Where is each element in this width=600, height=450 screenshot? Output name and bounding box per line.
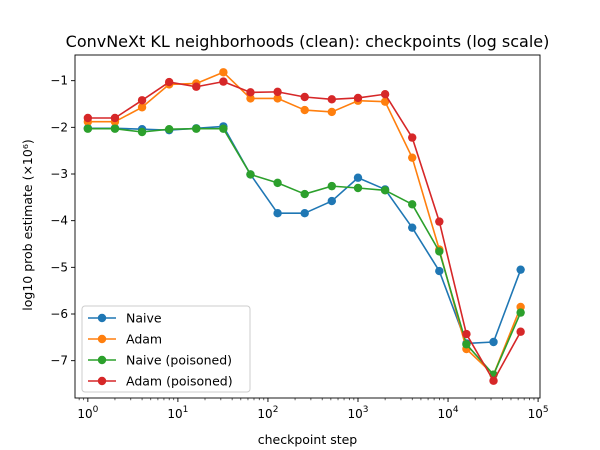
legend-swatch-marker	[97, 355, 107, 365]
data-point-naive-poisoned	[516, 308, 525, 317]
data-point-naive-poisoned	[353, 183, 363, 193]
legend-label: Naive (poisoned)	[126, 353, 232, 368]
data-point-adam-poisoned	[435, 217, 444, 226]
data-point-adam-poisoned	[246, 88, 255, 97]
data-point-adam-poisoned	[219, 77, 228, 86]
data-point-adam-poisoned	[489, 376, 498, 385]
data-point-naive-poisoned	[327, 181, 337, 191]
legend-label: Adam	[126, 332, 162, 347]
data-point-adam-poisoned	[164, 77, 174, 87]
data-point-naive-poisoned	[300, 189, 309, 199]
y-tick-label: −7	[50, 354, 68, 368]
data-point-adam-poisoned	[408, 133, 417, 142]
y-tick-label: −5	[50, 260, 68, 274]
x-tick-label: 100	[77, 405, 98, 421]
y-tick-label: −2	[50, 120, 68, 134]
legend-item-naive-poisoned: Naive (poisoned)	[88, 353, 232, 368]
data-point-adam	[219, 68, 228, 77]
plot-area: 100 101 102 103 104 105 −1 −2 −3 −4 −5 −6 −7	[50, 54, 549, 421]
legend-swatch-marker	[97, 376, 107, 386]
legend-item-adam-poisoned: Adam (poisoned)	[88, 374, 233, 389]
series-naive-poisoned	[83, 124, 525, 379]
data-point-naive	[435, 266, 444, 276]
y-tick-label: −4	[50, 214, 68, 228]
data-point-adam	[137, 103, 147, 112]
legend-box	[81, 305, 251, 393]
data-point-adam	[273, 94, 282, 103]
data-point-naive-poisoned	[164, 125, 174, 134]
data-point-adam-poisoned	[462, 329, 471, 339]
series-adam-poisoned	[83, 77, 525, 385]
x-axis-label: checkpoint step	[258, 432, 358, 447]
data-point-adam-poisoned	[137, 96, 147, 105]
x-tick-label: 105	[528, 405, 549, 421]
y-tick-label: −3	[50, 167, 68, 181]
data-point-naive-poisoned	[273, 178, 282, 188]
data-point-naive-poisoned	[435, 247, 444, 256]
data-point-adam	[380, 97, 390, 106]
x-tick-label: 102	[257, 405, 278, 421]
data-point-naive-poisoned	[192, 124, 201, 133]
legend-label: Adam (poisoned)	[126, 374, 233, 389]
axes-frame	[74, 54, 541, 399]
data-point-naive-poisoned	[219, 124, 228, 133]
data-point-naive	[516, 265, 525, 274]
legend-swatch-marker	[97, 334, 107, 344]
data-point-adam-poisoned	[110, 113, 120, 123]
data-point-naive-poisoned	[246, 170, 255, 179]
data-point-adam	[327, 107, 337, 117]
data-point-naive-poisoned	[83, 124, 93, 133]
data-point-naive	[408, 223, 417, 232]
legend-label: Naive	[126, 311, 162, 326]
x-tick-label: 101	[167, 405, 188, 421]
data-point-adam	[300, 105, 309, 115]
y-tick-label: −1	[50, 74, 68, 88]
data-point-naive	[327, 196, 337, 206]
legend-swatch-marker	[97, 313, 107, 323]
x-tick-label: 104	[438, 405, 459, 421]
data-point-adam-poisoned	[380, 90, 390, 99]
data-point-adam	[246, 94, 255, 103]
data-point-adam-poisoned	[327, 95, 337, 104]
data-point-adam	[408, 153, 417, 162]
data-point-adam-poisoned	[353, 93, 363, 103]
x-tick-label: 103	[347, 405, 368, 421]
data-point-naive-poisoned	[408, 200, 417, 209]
chart-title: ConvNeXt KL neighborhoods (clean): check…	[66, 32, 550, 51]
y-axis-label: log10 prob estimate (×10⁶)	[20, 139, 35, 310]
data-point-naive	[273, 209, 282, 218]
data-point-adam-poisoned	[273, 87, 282, 97]
legend-item-adam: Adam	[88, 332, 162, 347]
legend-item-naive: Naive	[88, 311, 162, 326]
data-point-naive	[353, 173, 363, 182]
data-point-naive-poisoned	[110, 124, 120, 133]
y-tick-label: −6	[50, 307, 68, 321]
legend: Naive Adam Naive (poisoned) Adam (poisoned)	[81, 305, 251, 393]
data-point-naive	[300, 209, 309, 218]
data-point-naive-poisoned	[137, 127, 147, 137]
data-point-naive-poisoned	[462, 340, 471, 349]
data-point-adam-poisoned	[516, 327, 525, 336]
data-point-adam-poisoned	[83, 113, 93, 123]
data-point-adam-poisoned	[300, 92, 309, 102]
data-point-adam-poisoned	[192, 82, 201, 91]
data-point-naive	[489, 337, 498, 347]
data-point-naive-poisoned	[380, 186, 390, 195]
